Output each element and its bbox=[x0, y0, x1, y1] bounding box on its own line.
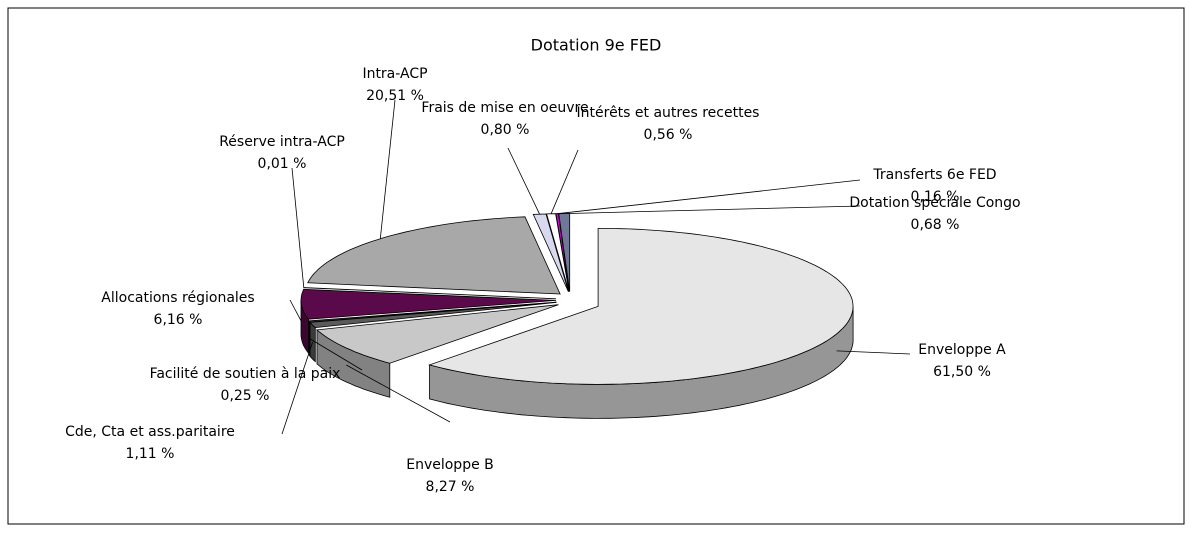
leader-line bbox=[557, 179, 861, 215]
slice-label: Frais de mise en oeuvre bbox=[421, 100, 588, 116]
chart-border bbox=[7, 7, 1185, 525]
slice-label: Cde, Cta et ass.paritaire bbox=[65, 424, 235, 440]
leader-line bbox=[379, 99, 396, 239]
leader-line bbox=[507, 147, 540, 215]
leader-line bbox=[836, 350, 911, 355]
leader-line bbox=[291, 167, 305, 288]
slice-value-label: 1,11 % bbox=[126, 446, 175, 462]
slice bbox=[316, 304, 559, 364]
slice-value-label: 0,16 % bbox=[911, 189, 960, 205]
slice bbox=[428, 228, 854, 385]
slice bbox=[300, 288, 557, 320]
slice bbox=[308, 301, 557, 323]
slice-label: Enveloppe B bbox=[406, 457, 494, 473]
slice-label: Dotation spéciale Congo bbox=[849, 195, 1020, 211]
leader-line bbox=[346, 364, 451, 423]
slice-label: Transferts 6e FED bbox=[872, 167, 996, 183]
slice-label: Facilité de soutien à la paix bbox=[150, 366, 341, 382]
leader-line bbox=[564, 205, 861, 214]
slice-value-label: 20,51 % bbox=[366, 88, 424, 104]
slice-label: Intra-ACP bbox=[362, 66, 427, 82]
slice-value-label: 0,25 % bbox=[221, 388, 270, 404]
leader-line bbox=[309, 338, 363, 371]
slice-value-label: 61,50 % bbox=[933, 364, 991, 380]
slice-value-label: 8,27 % bbox=[426, 479, 475, 495]
chart-title: Dotation 9e FED bbox=[531, 36, 662, 55]
slice-value-label: 6,16 % bbox=[154, 312, 203, 328]
leader-line bbox=[281, 341, 313, 435]
slice-value-label: 0,01 % bbox=[258, 156, 307, 172]
slice-value-label: 0,68 % bbox=[911, 217, 960, 233]
slice-label: Allocations régionales bbox=[101, 290, 254, 306]
slice-label: Réserve intra-ACP bbox=[219, 134, 345, 150]
slice bbox=[303, 287, 557, 300]
leader-line bbox=[550, 149, 579, 214]
slice-value-label: 0,80 % bbox=[481, 122, 530, 138]
leader-line bbox=[289, 299, 302, 322]
slice-value-label: 0,56 % bbox=[644, 127, 693, 143]
slice-side bbox=[309, 321, 316, 363]
slice-label: Enveloppe A bbox=[918, 342, 1006, 358]
slice-label: Intérêts et autres recettes bbox=[577, 105, 760, 121]
slice bbox=[307, 216, 561, 295]
